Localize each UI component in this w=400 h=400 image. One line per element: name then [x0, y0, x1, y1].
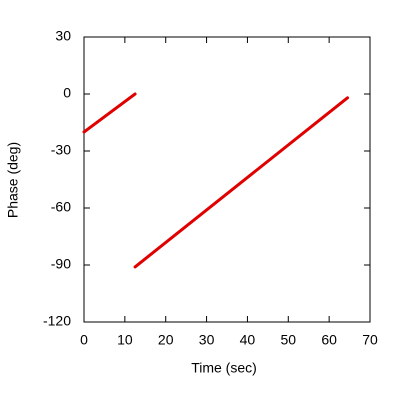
- y-tick-label: 30: [55, 28, 71, 44]
- y-axis-label: Phase (deg): [5, 142, 21, 218]
- data-line: [82, 92, 350, 269]
- y-tick-label: -60: [51, 199, 71, 215]
- y-tick-label: -30: [51, 142, 71, 158]
- x-tick-label: 20: [158, 332, 174, 348]
- y-tick-label: 0: [63, 85, 71, 101]
- x-tick-label: 70: [362, 332, 378, 348]
- x-tick-label: 60: [321, 332, 337, 348]
- plot-frame: [83, 36, 371, 323]
- x-tick-label: 0: [80, 332, 88, 348]
- x-tick-label: 50: [280, 332, 296, 348]
- x-axis-label: Time (sec): [191, 360, 257, 376]
- x-tick-label: 40: [240, 332, 256, 348]
- y-tick-label: -90: [51, 256, 71, 272]
- y-tick-label: -120: [43, 313, 71, 329]
- x-tick-label: 10: [117, 332, 133, 348]
- x-tick-label: 30: [199, 332, 215, 348]
